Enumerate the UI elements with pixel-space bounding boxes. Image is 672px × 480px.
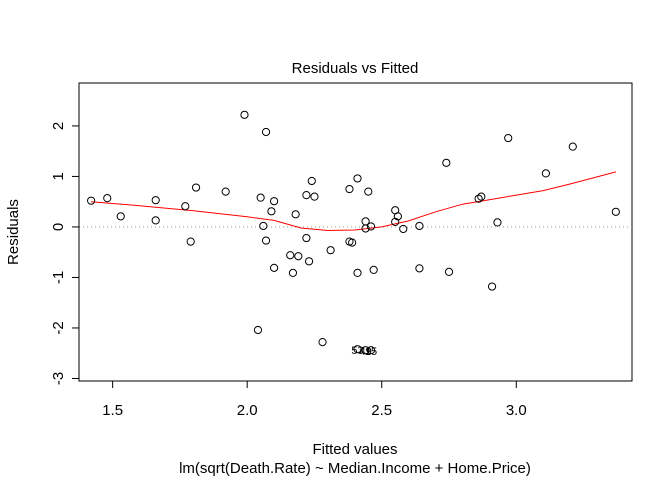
- data-point: [253, 325, 263, 335]
- data-point: [393, 212, 402, 221]
- data-point: [326, 246, 335, 255]
- data-point: [267, 207, 276, 216]
- x-tick-label: 1.5: [102, 402, 123, 419]
- y-axis-label: Residuals: [5, 199, 22, 265]
- y-axis: -3 -2 -1 0 1 2: [50, 122, 80, 385]
- outlier-label: 53: [351, 345, 363, 357]
- data-point: [487, 282, 497, 291]
- smoother-line: [91, 171, 617, 232]
- outlier-label: 49: [359, 346, 371, 358]
- data-point: [399, 224, 408, 234]
- data-point: [611, 207, 620, 216]
- outlier-point: [361, 346, 370, 355]
- data-point: [310, 192, 319, 201]
- data-point: [568, 142, 577, 151]
- data-point: [345, 184, 354, 194]
- data-point: [353, 174, 362, 183]
- data-point: [415, 264, 424, 273]
- data-point: [477, 192, 486, 201]
- data-point: [288, 268, 298, 278]
- data-point: [87, 196, 96, 205]
- y-tick-label: 1: [50, 172, 67, 180]
- data-point: [259, 221, 268, 231]
- data-point: [191, 183, 201, 192]
- data-point: [103, 194, 112, 203]
- data-point: [366, 222, 376, 231]
- y-tick-label: -1: [50, 271, 67, 284]
- data-point: [415, 221, 424, 231]
- y-tick-label: 0: [50, 223, 67, 231]
- data-point: [474, 194, 483, 203]
- data-point: [186, 237, 195, 246]
- data-point: [444, 267, 454, 277]
- x-axis-label: Fitted values: [312, 441, 397, 458]
- outlier-label: 15: [365, 346, 377, 358]
- data-point: [302, 233, 311, 243]
- y-tick-label: -2: [50, 321, 67, 334]
- data-point: [369, 265, 378, 274]
- data-point: [353, 268, 362, 278]
- data-point: [151, 216, 160, 225]
- y-tick-label: -3: [50, 372, 67, 385]
- data-point: [504, 133, 513, 143]
- data-point: [221, 187, 230, 196]
- data-point: [493, 218, 502, 227]
- data-point: [151, 196, 160, 205]
- chart-title: Residuals vs Fitted: [292, 60, 419, 77]
- x-tick-label: 2.0: [237, 402, 258, 419]
- data-points: [87, 110, 620, 355]
- data-point: [348, 238, 357, 247]
- data-point: [261, 127, 271, 137]
- plot-frame: [78, 82, 633, 382]
- outlier-point: [353, 345, 362, 354]
- data-point: [541, 169, 550, 178]
- data-point: [291, 210, 300, 219]
- data-point: [307, 176, 316, 186]
- data-point: [286, 251, 295, 260]
- data-point: [269, 263, 279, 272]
- data-point: [361, 224, 370, 233]
- data-point: [181, 202, 190, 211]
- data-point: [302, 191, 311, 200]
- data-point: [294, 252, 303, 261]
- data-point: [256, 193, 265, 202]
- data-point: [269, 197, 279, 206]
- x-axis: 1.5 2.0 2.5 3.0: [102, 380, 527, 419]
- data-point: [364, 187, 373, 196]
- x-tick-label: 2.5: [371, 402, 392, 419]
- x-tick-label: 3.0: [506, 402, 527, 419]
- model-formula-label: lm(sqrt(Death.Rate) ~ Median.Income + Ho…: [179, 460, 531, 477]
- data-point: [304, 257, 314, 266]
- outlier-point: [366, 346, 376, 355]
- data-point: [261, 236, 271, 245]
- data-point: [240, 110, 249, 119]
- data-point: [116, 212, 125, 221]
- data-point: [318, 338, 327, 347]
- data-point: [442, 158, 451, 167]
- y-tick-label: 2: [50, 122, 67, 130]
